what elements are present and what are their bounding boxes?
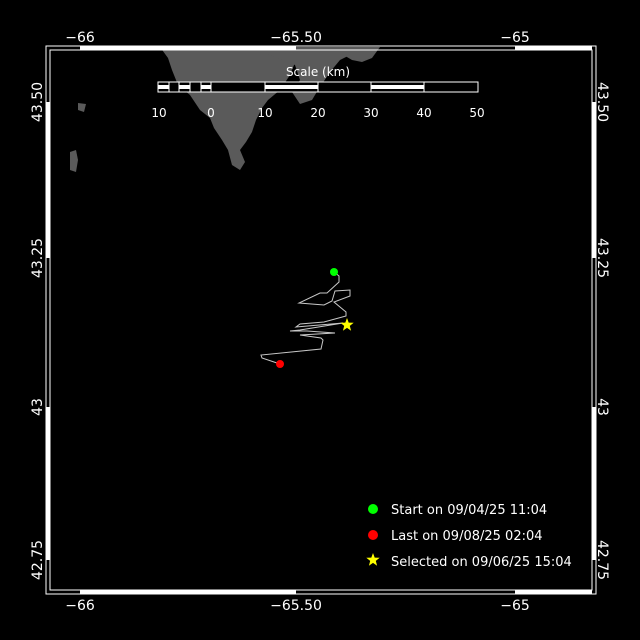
legend-last-icon <box>368 530 378 540</box>
frame-segment <box>515 46 592 50</box>
land-area <box>78 103 86 112</box>
scale-label: 10 <box>151 106 166 120</box>
scale-bar: Scale (km) 10 0 10 20 30 40 50 <box>151 65 484 120</box>
drift-track-line <box>260 271 351 365</box>
legend-selected-star-icon <box>366 553 380 566</box>
frame-segment <box>592 407 596 560</box>
last-marker[interactable] <box>276 360 284 368</box>
frame-segment <box>592 102 596 258</box>
lon-tick-top: −65 <box>500 30 530 46</box>
lon-tick-top: −66 <box>65 30 95 46</box>
land-area <box>330 47 380 62</box>
land-area <box>250 47 360 104</box>
selected-star-marker[interactable] <box>340 318 354 331</box>
legend: Start on 09/04/25 11:04 Last on 09/08/25… <box>366 503 572 570</box>
frame-segment <box>80 590 296 594</box>
lat-tick-right: 42.75 <box>594 540 610 580</box>
scale-label: 20 <box>310 106 325 120</box>
lat-tick-right: 43 <box>594 398 610 416</box>
frame-outer <box>45 45 597 595</box>
lon-tick-bottom: −65 <box>500 598 530 614</box>
legend-start-label: Start on 09/04/25 11:04 <box>391 503 547 518</box>
legend-last-label: Last on 09/08/25 02:04 <box>391 529 543 544</box>
frame-segment <box>515 590 592 594</box>
lat-tick-left: 43.50 <box>30 82 46 122</box>
start-marker[interactable] <box>330 268 338 276</box>
scale-bar-fill <box>158 85 169 89</box>
lat-tick-right: 43.50 <box>594 82 610 122</box>
lon-tick-bottom: −66 <box>65 598 95 614</box>
frame-segment <box>80 46 296 50</box>
land-area <box>70 150 78 172</box>
lat-tick-left: 43 <box>30 398 46 416</box>
scale-label: 40 <box>416 106 431 120</box>
coastline-land <box>70 47 380 172</box>
lat-tick-right: 43.25 <box>594 238 610 278</box>
scale-title: Scale (km) <box>286 65 350 79</box>
scale-label: 10 <box>257 106 272 120</box>
scale-label: 50 <box>469 106 484 120</box>
lon-tick-top: −65.50 <box>270 30 322 46</box>
scale-bar-fill <box>179 85 190 89</box>
frame-inner <box>49 49 593 591</box>
lon-tick-bottom: −65.50 <box>270 598 322 614</box>
axis-ticks: −66 −65.50 −65 −66 −65.50 −65 43.50 43.2… <box>30 30 610 614</box>
map-frame <box>45 45 597 595</box>
frame-segment <box>46 407 50 560</box>
frame-segment <box>46 102 50 258</box>
scale-label: 30 <box>363 106 378 120</box>
lat-tick-left: 42.75 <box>30 540 46 580</box>
legend-start-icon <box>368 504 378 514</box>
scale-bar-fill <box>265 85 318 89</box>
legend-selected-label: Selected on 09/06/25 15:04 <box>391 555 572 570</box>
lat-tick-left: 43.25 <box>30 238 46 278</box>
land-area <box>160 47 300 170</box>
scale-bar-fill <box>201 85 211 89</box>
scale-label: 0 <box>207 106 215 120</box>
scale-bar-fill <box>371 85 424 89</box>
